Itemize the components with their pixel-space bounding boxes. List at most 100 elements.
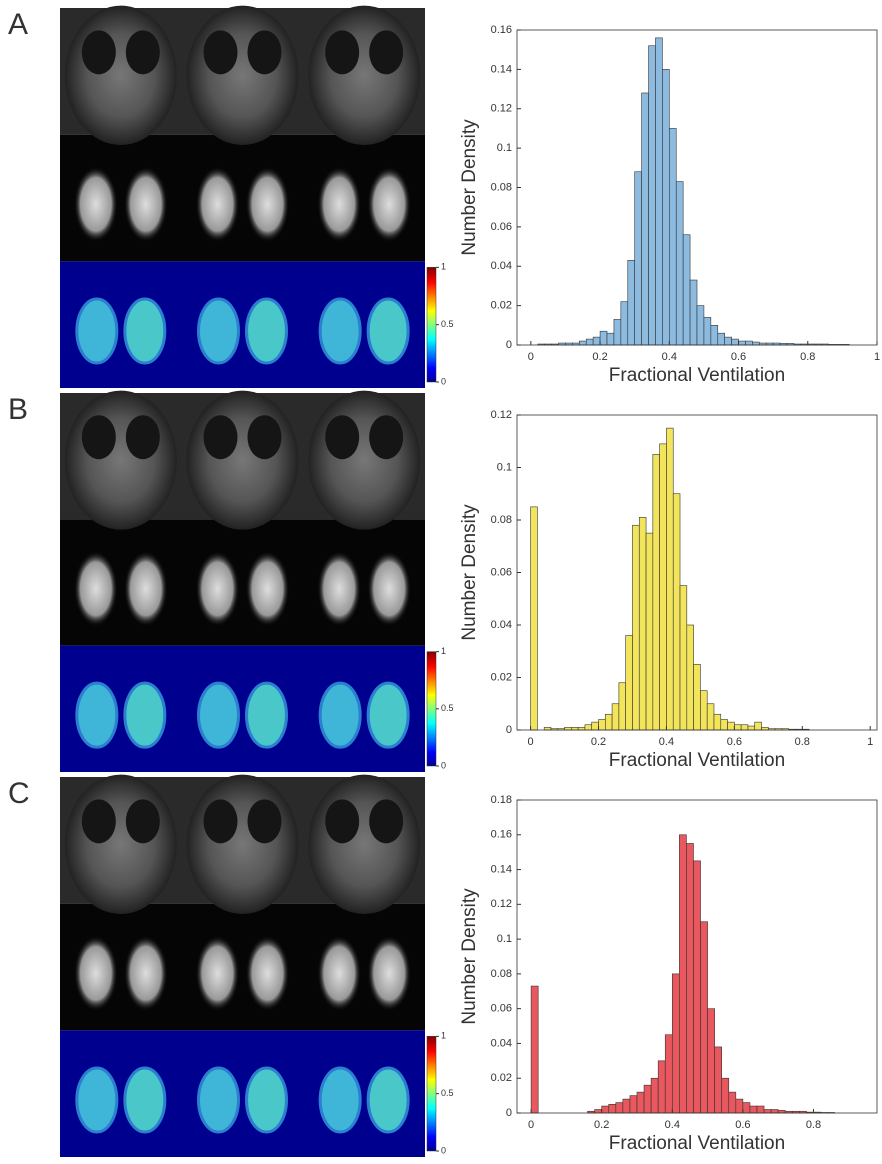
bar bbox=[530, 506, 538, 731]
bar bbox=[682, 234, 691, 346]
map-left bbox=[318, 297, 362, 365]
vent-left bbox=[317, 550, 362, 627]
map-left bbox=[197, 681, 240, 749]
bar bbox=[634, 171, 642, 346]
y-axis-label: Number Density bbox=[459, 888, 480, 1025]
bar bbox=[710, 325, 719, 346]
y-tick-label: 0 bbox=[506, 724, 512, 736]
vent-right bbox=[367, 166, 412, 243]
bar bbox=[700, 921, 708, 1114]
panel-label: A bbox=[8, 8, 28, 41]
panel-label: C bbox=[8, 777, 30, 810]
bar bbox=[700, 690, 708, 731]
vent-left bbox=[317, 166, 362, 243]
map-left bbox=[318, 1066, 362, 1134]
bar bbox=[745, 340, 753, 346]
y-tick-label: 0.16 bbox=[491, 24, 512, 36]
lung-left bbox=[81, 799, 116, 844]
y-tick-label: 0.12 bbox=[491, 409, 512, 421]
bar bbox=[664, 1034, 673, 1114]
lung-left bbox=[81, 30, 116, 75]
y-tick-label: 0.12 bbox=[491, 898, 512, 910]
vent-left bbox=[73, 550, 118, 627]
map-left bbox=[318, 681, 362, 749]
bar bbox=[530, 985, 539, 1114]
y-tick-label: 0.18 bbox=[491, 794, 512, 806]
y-tick-label: 0.1 bbox=[497, 142, 512, 154]
lung-right bbox=[125, 799, 160, 844]
bar bbox=[707, 1008, 715, 1114]
bar bbox=[727, 721, 735, 731]
x-tick-label: 0.4 bbox=[665, 1119, 680, 1131]
bar bbox=[618, 682, 626, 731]
map-left bbox=[75, 297, 119, 365]
map-left bbox=[197, 1066, 240, 1134]
bar bbox=[669, 128, 677, 346]
colorbar bbox=[426, 267, 437, 383]
y-axis-label: Number Density bbox=[459, 119, 480, 256]
vent-right bbox=[123, 550, 168, 627]
lung-right bbox=[125, 30, 160, 75]
colorbar-label: 0.5 bbox=[441, 319, 454, 329]
mri-image bbox=[186, 774, 299, 914]
bar bbox=[592, 336, 601, 346]
bar bbox=[721, 1077, 730, 1114]
bar bbox=[608, 1104, 617, 1114]
lung-right bbox=[247, 415, 282, 460]
ventilation-row bbox=[60, 903, 425, 1031]
mri-image bbox=[308, 390, 421, 530]
colorbar-label: 0.5 bbox=[441, 703, 454, 713]
bar bbox=[717, 332, 725, 346]
mri-image bbox=[64, 774, 177, 914]
y-tick-label: 0.08 bbox=[491, 514, 512, 526]
map-right bbox=[245, 297, 288, 365]
bar bbox=[648, 45, 656, 346]
x-axis-label: Fractional Ventilation bbox=[609, 365, 785, 386]
bar bbox=[689, 279, 698, 346]
bar bbox=[629, 1095, 638, 1114]
bar bbox=[728, 1091, 737, 1114]
vent-left bbox=[317, 935, 362, 1012]
map-right bbox=[366, 1066, 410, 1134]
bar bbox=[724, 336, 732, 346]
map-right bbox=[123, 681, 167, 749]
y-tick-label: 0.08 bbox=[491, 181, 512, 193]
bar bbox=[579, 340, 587, 346]
bar bbox=[598, 719, 606, 731]
vent-right bbox=[367, 935, 412, 1012]
bar bbox=[693, 664, 701, 731]
bar bbox=[731, 338, 739, 346]
x-tick-label: 1 bbox=[867, 736, 873, 748]
bar bbox=[636, 1091, 645, 1114]
y-tick-label: 0.04 bbox=[491, 260, 512, 272]
bar bbox=[720, 719, 728, 731]
vent-right bbox=[367, 550, 412, 627]
map-left bbox=[75, 681, 119, 749]
y-tick-label: 0.1 bbox=[497, 461, 512, 473]
x-tick-label: 0 bbox=[528, 1119, 534, 1131]
bar bbox=[650, 1077, 659, 1114]
panel-label: B bbox=[8, 393, 28, 426]
map-right bbox=[245, 1066, 288, 1134]
vent-left bbox=[195, 166, 240, 243]
y-tick-label: 0.06 bbox=[491, 566, 512, 578]
map-right bbox=[366, 681, 410, 749]
bar bbox=[625, 635, 633, 731]
bar bbox=[679, 585, 688, 731]
mri-image bbox=[186, 390, 299, 530]
lung-right bbox=[369, 415, 404, 460]
bar bbox=[672, 493, 681, 731]
bar bbox=[605, 713, 613, 731]
bar bbox=[752, 341, 760, 346]
bar bbox=[713, 713, 722, 731]
bar bbox=[734, 724, 742, 731]
bar bbox=[703, 317, 712, 346]
ventilation-row bbox=[60, 519, 425, 646]
bar bbox=[606, 332, 615, 346]
bar bbox=[611, 703, 620, 731]
bar bbox=[613, 319, 622, 346]
mri-image bbox=[64, 390, 177, 530]
y-tick-label: 0.1 bbox=[497, 933, 512, 945]
bar bbox=[679, 834, 687, 1114]
